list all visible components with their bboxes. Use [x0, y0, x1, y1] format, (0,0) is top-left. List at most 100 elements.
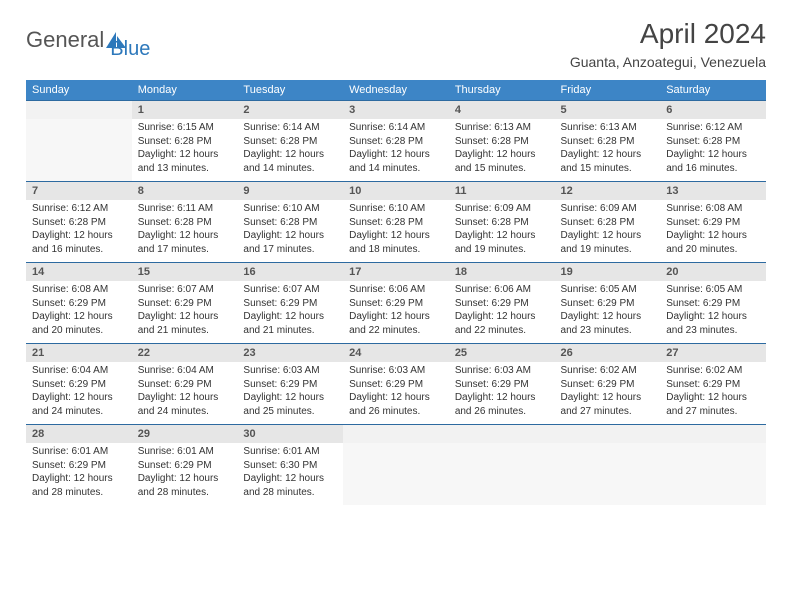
day-detail-cell: Sunrise: 6:12 AMSunset: 6:28 PMDaylight:… — [660, 119, 766, 182]
sunset-line: Sunset: 6:29 PM — [561, 378, 655, 392]
sunset-line: Sunset: 6:28 PM — [561, 216, 655, 230]
daylight-line: Daylight: 12 hours and 13 minutes. — [138, 148, 232, 175]
day-detail-cell — [555, 443, 661, 505]
daylight-line: Daylight: 12 hours and 26 minutes. — [455, 391, 549, 418]
day-number-row: 282930 — [26, 425, 766, 444]
day-number-cell: 26 — [555, 344, 661, 363]
sunrise-line: Sunrise: 6:01 AM — [32, 445, 126, 459]
day-detail-row: Sunrise: 6:01 AM Sunset: 6:29 PM Daylight:… — [26, 443, 766, 505]
day-detail-cell: Sunrise: 6:10 AMSunset: 6:28 PMDaylight:… — [343, 200, 449, 263]
daylight-line: Daylight: 12 hours and 24 minutes. — [138, 391, 232, 418]
day-number-row: 78910111213 — [26, 182, 766, 201]
sunset-line: Sunset: 6:28 PM — [349, 135, 443, 149]
logo-text-blue: Blue — [110, 38, 150, 61]
day-number-cell — [343, 425, 449, 444]
day-number-cell — [660, 425, 766, 444]
sunset-line: Sunset: 6:29 PM — [138, 378, 232, 392]
daylight-line: Daylight: 12 hours and 28 minutes. — [243, 472, 337, 499]
daylight-line: Daylight: 12 hours and 17 minutes. — [243, 229, 337, 256]
day-detail-cell: Sunrise: 6:11 AMSunset: 6:28 PMDaylight:… — [132, 200, 238, 263]
dow-header-cell: Thursday — [449, 80, 555, 101]
day-number-cell: 14 — [26, 263, 132, 282]
day-number-cell: 30 — [237, 425, 343, 444]
sunset-line: Sunset: 6:28 PM — [455, 216, 549, 230]
day-number-cell: 7 — [26, 182, 132, 201]
location-subtitle: Guanta, Anzoategui, Venezuela — [570, 54, 766, 70]
sunset-line: Sunset: 6:29 PM — [561, 297, 655, 311]
sunrise-line: Sunrise: 6:05 AM — [561, 283, 655, 297]
sunset-line: Sunset: 6:28 PM — [349, 216, 443, 230]
sunrise-line: Sunrise: 6:10 AM — [243, 202, 337, 216]
sunset-line: Sunset: 6:29 PM — [349, 297, 443, 311]
day-number-cell: 8 — [132, 182, 238, 201]
daylight-line: Daylight: 12 hours and 25 minutes. — [243, 391, 337, 418]
day-detail-cell: Sunrise: 6:09 AMSunset: 6:28 PMDaylight:… — [449, 200, 555, 263]
sunset-line: Sunset: 6:29 PM — [32, 378, 126, 392]
day-detail-cell: Sunrise: 6:09 AMSunset: 6:28 PMDaylight:… — [555, 200, 661, 263]
dow-header-cell: Saturday — [660, 80, 766, 101]
daylight-line: Daylight: 12 hours and 22 minutes. — [455, 310, 549, 337]
day-number-cell: 12 — [555, 182, 661, 201]
sunset-line: Sunset: 6:29 PM — [138, 459, 232, 473]
day-number-cell: 18 — [449, 263, 555, 282]
day-detail-cell: Sunrise: 6:03 AMSunset: 6:29 PMDaylight:… — [449, 362, 555, 425]
day-number-cell — [555, 425, 661, 444]
day-detail-cell — [26, 119, 132, 182]
sunset-line: Sunset: 6:28 PM — [243, 216, 337, 230]
sunrise-line: Sunrise: 6:09 AM — [455, 202, 549, 216]
day-number-cell — [26, 101, 132, 120]
sunrise-line: Sunrise: 6:06 AM — [349, 283, 443, 297]
daylight-line: Daylight: 12 hours and 21 minutes. — [243, 310, 337, 337]
sunset-line: Sunset: 6:28 PM — [666, 135, 760, 149]
sunrise-line: Sunrise: 6:08 AM — [666, 202, 760, 216]
sunset-line: Sunset: 6:28 PM — [138, 216, 232, 230]
day-detail-cell: Sunrise: 6:06 AMSunset: 6:29 PMDaylight:… — [343, 281, 449, 344]
day-detail-cell: Sunrise: 6:12 AMSunset: 6:28 PMDaylight:… — [26, 200, 132, 263]
sunrise-line: Sunrise: 6:02 AM — [561, 364, 655, 378]
day-detail-cell: Sunrise: 6:03 AMSunset: 6:29 PMDaylight:… — [343, 362, 449, 425]
day-number-cell: 2 — [237, 101, 343, 120]
sunrise-line: Sunrise: 6:05 AM — [666, 283, 760, 297]
day-detail-cell: Sunrise: 6:08 AMSunset: 6:29 PMDaylight:… — [26, 281, 132, 344]
day-detail-cell: Sunrise: 6:04 AMSunset: 6:29 PMDaylight:… — [26, 362, 132, 425]
dow-header-cell: Monday — [132, 80, 238, 101]
daylight-line: Daylight: 12 hours and 27 minutes. — [666, 391, 760, 418]
sunrise-line: Sunrise: 6:03 AM — [455, 364, 549, 378]
sunrise-line: Sunrise: 6:13 AM — [561, 121, 655, 135]
sunrise-line: Sunrise: 6:15 AM — [138, 121, 232, 135]
daylight-line: Daylight: 12 hours and 18 minutes. — [349, 229, 443, 256]
daylight-line: Daylight: 12 hours and 23 minutes. — [561, 310, 655, 337]
day-detail-cell: Sunrise: 6:07 AMSunset: 6:29 PMDaylight:… — [132, 281, 238, 344]
day-detail-row: Sunrise: 6:08 AMSunset: 6:29 PMDaylight:… — [26, 281, 766, 344]
day-number-row: 21222324252627 — [26, 344, 766, 363]
sunrise-line: Sunrise: 6:13 AM — [455, 121, 549, 135]
dow-header-cell: Friday — [555, 80, 661, 101]
day-number-cell: 11 — [449, 182, 555, 201]
daylight-line: Daylight: 12 hours and 16 minutes. — [666, 148, 760, 175]
sunrise-line: Sunrise: 6:09 AM — [561, 202, 655, 216]
day-number-cell: 6 — [660, 101, 766, 120]
sunset-line: Sunset: 6:29 PM — [138, 297, 232, 311]
day-number-row: 123456 — [26, 101, 766, 120]
day-number-cell: 4 — [449, 101, 555, 120]
page-header: General Blue April 2024 Guanta, Anzoateg… — [26, 18, 766, 70]
sunset-line: Sunset: 6:28 PM — [455, 135, 549, 149]
daylight-line: Daylight: 12 hours and 19 minutes. — [455, 229, 549, 256]
sunset-line: Sunset: 6:28 PM — [243, 135, 337, 149]
sunset-line: Sunset: 6:29 PM — [32, 297, 126, 311]
day-detail-cell: Sunrise: 6:02 AMSunset: 6:29 PMDaylight:… — [660, 362, 766, 425]
sunset-line: Sunset: 6:28 PM — [138, 135, 232, 149]
calendar-table: SundayMondayTuesdayWednesdayThursdayFrid… — [26, 80, 766, 505]
day-detail-cell: Sunrise: 6:01 AMSunset: 6:29 PMDaylight:… — [26, 443, 132, 505]
sunrise-line: Sunrise: 6:04 AM — [32, 364, 126, 378]
day-detail-cell — [343, 443, 449, 505]
title-block: April 2024 Guanta, Anzoategui, Venezuela — [570, 18, 766, 70]
logo-text-general: General — [26, 27, 104, 53]
day-number-cell: 21 — [26, 344, 132, 363]
daylight-line: Daylight: 12 hours and 14 minutes. — [243, 148, 337, 175]
day-detail-cell: Sunrise: 6:03 AMSunset: 6:29 PMDaylight:… — [237, 362, 343, 425]
daylight-line: Daylight: 12 hours and 17 minutes. — [138, 229, 232, 256]
logo: General Blue — [26, 18, 150, 61]
day-number-cell: 25 — [449, 344, 555, 363]
dow-header-cell: Wednesday — [343, 80, 449, 101]
